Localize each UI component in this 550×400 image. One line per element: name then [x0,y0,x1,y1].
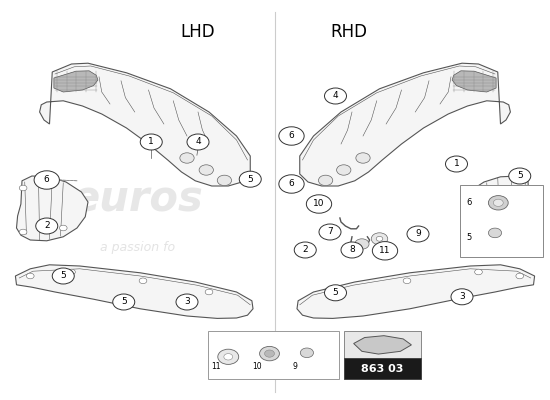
Circle shape [372,242,398,260]
Polygon shape [40,63,250,186]
Text: 7: 7 [327,228,333,236]
Circle shape [509,168,531,184]
Circle shape [523,185,531,191]
Circle shape [523,229,531,235]
Circle shape [371,233,388,245]
Text: 1: 1 [454,160,459,168]
Circle shape [341,242,363,258]
Polygon shape [300,63,510,186]
Circle shape [324,285,346,301]
Polygon shape [16,176,88,241]
Circle shape [217,175,232,186]
Circle shape [113,294,135,310]
Circle shape [205,289,213,295]
Text: 4: 4 [195,138,201,146]
Circle shape [218,349,239,364]
Circle shape [488,228,502,238]
Circle shape [337,289,345,295]
Text: 9: 9 [415,230,421,238]
Text: 2: 2 [44,222,50,230]
Text: euros: euros [72,179,204,221]
Text: a passion fo: a passion fo [100,242,175,254]
Text: LHD: LHD [181,23,215,41]
Text: 4: 4 [333,92,338,100]
Circle shape [19,229,27,235]
Circle shape [34,171,59,189]
Circle shape [224,354,233,360]
Text: 2: 2 [302,246,308,254]
Polygon shape [54,71,98,92]
Circle shape [306,195,332,213]
Text: 11: 11 [379,246,390,255]
Text: 6: 6 [289,132,294,140]
Text: 3: 3 [184,298,190,306]
Text: 5: 5 [248,175,253,184]
Text: 3: 3 [459,292,465,301]
Circle shape [68,269,75,275]
Polygon shape [452,71,496,92]
Circle shape [187,134,209,150]
Text: 5: 5 [517,172,522,180]
Circle shape [493,199,503,206]
Circle shape [260,346,279,361]
Circle shape [451,289,473,305]
Circle shape [446,156,468,172]
FancyBboxPatch shape [344,358,421,379]
Circle shape [140,134,162,150]
Text: 1: 1 [148,138,154,146]
Polygon shape [15,265,253,318]
Text: 10: 10 [252,362,262,371]
Circle shape [52,268,74,284]
Circle shape [59,225,67,231]
Polygon shape [297,265,535,318]
Circle shape [279,127,304,145]
Circle shape [318,175,333,186]
Circle shape [337,165,351,175]
FancyBboxPatch shape [208,331,339,379]
Text: 6: 6 [44,176,50,184]
Text: 5: 5 [60,272,66,280]
Circle shape [294,242,316,258]
Circle shape [279,175,304,193]
Text: 5: 5 [121,298,126,306]
Circle shape [26,273,34,279]
Circle shape [483,225,491,231]
Text: 863 03: 863 03 [361,364,404,374]
Circle shape [475,269,482,275]
Circle shape [239,171,261,187]
Text: 9: 9 [293,362,297,371]
Circle shape [403,278,411,284]
Polygon shape [354,336,411,354]
Circle shape [356,153,370,163]
Text: RHD: RHD [330,23,367,41]
Circle shape [139,278,147,284]
Circle shape [516,273,524,279]
Circle shape [199,165,213,175]
Circle shape [265,350,274,357]
Circle shape [19,185,27,191]
Text: 5: 5 [466,233,472,242]
Polygon shape [462,176,534,241]
Circle shape [36,218,58,234]
Circle shape [488,196,508,210]
Text: 8: 8 [349,246,355,254]
Text: 11: 11 [211,362,221,371]
Circle shape [407,226,429,242]
FancyBboxPatch shape [344,331,421,360]
Circle shape [355,239,369,249]
Circle shape [324,88,346,104]
Circle shape [376,236,383,241]
Text: 5: 5 [333,288,338,297]
Circle shape [176,294,198,310]
Text: 6: 6 [466,198,472,207]
Text: 10: 10 [314,200,324,208]
FancyBboxPatch shape [460,185,543,257]
Text: 6: 6 [289,180,294,188]
Circle shape [180,153,194,163]
Circle shape [319,224,341,240]
Circle shape [300,348,313,358]
